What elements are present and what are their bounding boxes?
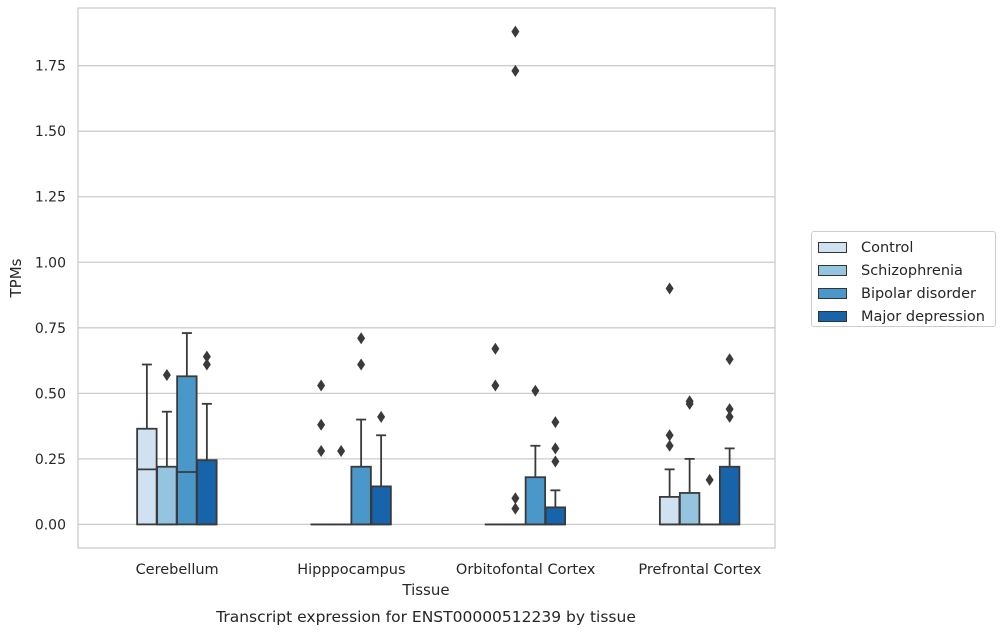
box-body: [370, 485, 392, 526]
x-axis-label: Tissue: [401, 581, 449, 599]
y-tick-label: 1.75: [35, 59, 66, 75]
box-schizophrenia: [330, 445, 352, 526]
outlier-point: [665, 439, 674, 452]
y-tick-label: 0.50: [35, 386, 66, 402]
box-schizophrenia: [156, 368, 178, 526]
legend-item: Major depression: [818, 305, 995, 328]
box-body: [524, 476, 547, 526]
box-bipolar-disorder: [698, 473, 721, 526]
legend-label: Control: [861, 239, 914, 256]
outlier-point: [337, 445, 346, 458]
outlier-point: [685, 395, 694, 408]
outlier-point: [317, 445, 326, 458]
outlier-point: [317, 418, 326, 431]
box-body: [176, 375, 198, 526]
box-schizophrenia: [678, 395, 701, 526]
outlier-point: [725, 410, 734, 423]
legend-swatch: [818, 265, 847, 276]
y-tick-label: 0.25: [35, 452, 66, 468]
box-major-depression: [370, 410, 392, 526]
outlier-point: [551, 416, 560, 429]
outlier-point: [357, 332, 366, 345]
y-tick-labels: 0.00 0.25 0.50 0.75 1.00 1.25 1.50 1.75: [35, 59, 66, 534]
legend-item: Bipolar disorder: [818, 282, 995, 305]
box-bipolar-disorder: [350, 332, 372, 526]
legend-label: Major depression: [861, 308, 985, 325]
outlier-point: [202, 358, 211, 371]
legend-label: Bipolar disorder: [861, 285, 976, 302]
box-body: [658, 495, 681, 526]
outlier-point: [725, 403, 734, 416]
x-tick-labels: Cerebellum Hipppocampus Orbitofontal Corte…: [136, 562, 762, 578]
box-body: [136, 427, 158, 526]
x-tick-label: Hipppocampus: [297, 562, 405, 578]
outlier-point: [511, 502, 520, 515]
legend-swatch: [818, 311, 847, 322]
legend-label: Schizophrenia: [861, 262, 963, 279]
y-tick-label: 0.75: [35, 321, 66, 337]
box-body: [678, 492, 701, 526]
outlier-point: [551, 442, 560, 455]
outlier-point: [665, 282, 674, 295]
chart-caption: Transcript expression for ENST0000051223…: [215, 608, 636, 626]
y-axis-label: TPMs: [7, 258, 25, 298]
x-tick-label: Orbitofontal Cortex: [456, 562, 596, 578]
y-tick-label: 1.25: [35, 190, 66, 206]
outlier-point: [511, 64, 520, 77]
box-bipolar-disorder: [524, 384, 547, 526]
legend: Control Schizophrenia Bipolar disorder Majo…: [811, 231, 996, 327]
legend-swatch: [818, 288, 847, 299]
outlier-point: [491, 379, 500, 392]
box-major-depression: [196, 350, 218, 526]
outlier-point: [551, 455, 560, 468]
legend-item: Control: [818, 236, 995, 259]
outlier-point: [162, 368, 171, 381]
box-major-depression: [544, 416, 567, 526]
outlier-point: [725, 353, 734, 366]
box-body: [350, 465, 372, 526]
box-control: [310, 379, 332, 526]
outlier-point: [317, 379, 326, 392]
legend-item: Schizophrenia: [818, 259, 995, 282]
box-schizophrenia: [504, 25, 527, 526]
y-tick-label: 0.00: [35, 517, 66, 533]
legend-swatch: [818, 242, 847, 253]
outlier-point: [377, 410, 386, 423]
box-control: [136, 363, 158, 526]
box-body: [718, 465, 741, 526]
outlier-point: [705, 473, 714, 486]
y-tick-label: 1.50: [35, 124, 66, 140]
box-body: [156, 465, 178, 526]
box-control: [658, 282, 681, 526]
outlier-point: [511, 492, 520, 505]
box-major-depression: [718, 353, 741, 526]
outlier-point: [665, 429, 674, 442]
outlier-point: [491, 342, 500, 355]
plot-frame: [77, 7, 776, 549]
x-tick-label: Cerebellum: [136, 562, 219, 578]
y-tick-label: 1.00: [35, 255, 66, 271]
box-body: [196, 459, 218, 526]
x-tick-label: Prefrontal Cortex: [638, 562, 761, 578]
box-bipolar-disorder: [176, 332, 198, 526]
outlier-point: [202, 350, 211, 363]
outlier-point: [531, 384, 540, 397]
boxes: [136, 25, 741, 526]
outlier-point: [357, 358, 366, 371]
box-control: [484, 342, 507, 526]
outlier-point: [511, 25, 520, 38]
box-body: [544, 506, 567, 526]
